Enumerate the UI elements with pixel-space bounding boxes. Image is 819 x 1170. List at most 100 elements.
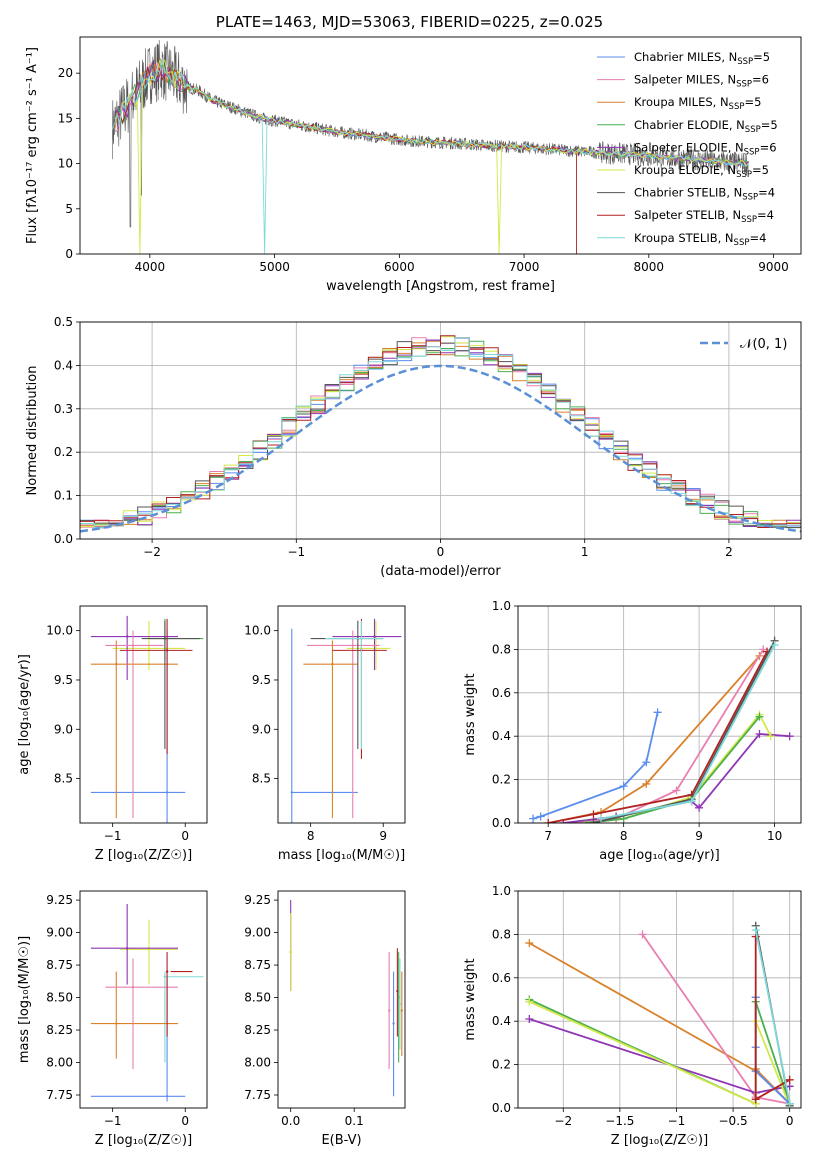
y-tick-label: 15	[58, 111, 73, 125]
x-tick-label: 2	[725, 545, 733, 559]
y-tick-label: 9.0	[252, 722, 271, 736]
axes-frame	[79, 605, 208, 824]
y-tick-label: 1.0	[492, 599, 511, 613]
weight-series-line	[563, 733, 790, 823]
legend-label: Salpeter MILES, NSSP=6	[634, 73, 769, 90]
y-tick-label: 0.4	[54, 358, 73, 372]
data-point	[397, 996, 400, 999]
y-tick-label: 8.5	[252, 772, 271, 786]
weight-marker	[589, 810, 598, 819]
data-point	[396, 989, 399, 993]
spectrum-model-line	[114, 58, 749, 254]
weight-series-line	[528, 942, 791, 1105]
weight-marker	[589, 819, 598, 823]
legend-label: Salpeter STELIB, NSSP=4	[634, 208, 774, 225]
panel-mass-weight-vs-Z: −2 −1.5 −1 −0.5 0 0.0 0.2 0.4 0.6 0.8 1.0 Z [log₁₀(…	[463, 884, 802, 1148]
weight-marker	[529, 814, 538, 823]
weight-marker	[642, 758, 651, 767]
y-tick-label: 0.3	[54, 402, 73, 416]
weight-marker	[642, 779, 651, 788]
data-point	[115, 1022, 118, 1025]
y-tick-label: 10.0	[244, 624, 271, 638]
x-tick-label: 10	[767, 829, 782, 843]
y-tick-label: 9.25	[46, 893, 73, 907]
x-tick-label: 6000	[384, 260, 415, 274]
axes-frame	[277, 890, 406, 1109]
panel-age-vs-Z: −1 0 8.5 9.0 9.5 10.0 Z [log₁₀(Z/Z☉)] age [log₁…	[17, 605, 208, 863]
weight-marker	[525, 997, 534, 1006]
y-tick-label: 9.00	[46, 926, 73, 940]
plot-area	[90, 615, 204, 823]
weight-marker	[785, 1099, 794, 1108]
legend-label: Chabrier STELIB, NSSP=4	[634, 186, 775, 203]
y-tick-label: 0.2	[54, 445, 73, 459]
weight-marker	[695, 803, 704, 812]
y-tick-label: 1.0	[492, 884, 511, 898]
panel-residuals: −2 −1 0 1 2 0.0 0.1 0.2 0.3 0.4 0.5 (data-model)/er…	[25, 315, 802, 579]
weight-marker	[785, 732, 794, 741]
weight-series-line	[548, 655, 761, 823]
weight-series-line	[754, 929, 791, 1104]
weight-marker	[751, 1095, 760, 1104]
weight-marker	[619, 782, 628, 791]
x-tick-label: 8000	[634, 260, 665, 274]
data-point	[165, 649, 169, 652]
y-tick-label: 0.0	[492, 1101, 511, 1115]
x-tick-label: 7000	[509, 260, 540, 274]
y-tick-label: 7.75	[244, 1088, 271, 1102]
axes-frame	[517, 890, 802, 1109]
y-tick-label: 8.50	[244, 991, 271, 1005]
x-tick-label: −2	[554, 1114, 572, 1128]
data-point	[165, 791, 169, 794]
x-tick-label: 9000	[758, 260, 789, 274]
y-tick-label: 10.0	[46, 624, 73, 638]
data-point	[290, 791, 293, 794]
plot-area	[90, 903, 204, 1102]
data-point	[165, 970, 169, 973]
x-tick-label: 1	[581, 545, 589, 559]
y-tick-label: 10	[58, 157, 73, 171]
x-axis-label: Z [log₁₀(Z/Z☉)]	[95, 848, 192, 863]
weight-series-line	[529, 1018, 790, 1094]
y-tick-label: 9.0	[54, 722, 73, 736]
data-point	[392, 1022, 395, 1025]
weight-marker	[525, 939, 534, 948]
data-point	[115, 662, 118, 666]
x-tick-label: 7	[544, 829, 552, 843]
x-axis-label: mass [log₁₀(M/M☉)]	[278, 848, 405, 863]
legend-label: Chabrier ELODIE, NSSP=5	[634, 118, 778, 135]
x-tick-label: 0.0	[281, 1114, 300, 1128]
data-point	[125, 635, 129, 638]
y-tick-label: 8.00	[244, 1056, 271, 1070]
x-axis-label: Z [log₁₀(Z/Z☉)]	[95, 1133, 192, 1148]
x-tick-label: 8	[307, 829, 315, 843]
x-tick-label: 9	[695, 829, 703, 843]
x-tick-label: −1.5	[605, 1114, 634, 1128]
panel-mass-weight-vs-age: 7 8 9 10 0.0 0.2 0.4 0.6 0.8 1.0 age [log₁₀(age/yr…	[463, 599, 802, 863]
y-axis-label: mass weight	[463, 958, 478, 1040]
y-tick-label: 0.0	[54, 532, 73, 546]
weight-marker	[751, 926, 760, 935]
y-tick-label: 7.75	[46, 1088, 73, 1102]
weight-marker	[755, 730, 764, 739]
y-tick-label: 0.4	[492, 729, 511, 743]
y-tick-label: 0.6	[492, 971, 511, 985]
data-point	[147, 948, 151, 951]
y-tick-label: 0.1	[54, 489, 73, 503]
x-tick-label: 9	[379, 829, 387, 843]
x-tick-label: 0	[181, 829, 189, 843]
legend-label: Chabrier MILES, NSSP=5	[634, 50, 770, 67]
axes-frame	[79, 36, 802, 255]
data-point	[331, 662, 334, 666]
data-point	[373, 635, 376, 638]
data-point	[147, 647, 151, 650]
plot-area	[290, 618, 402, 823]
axes-frame	[517, 605, 802, 824]
data-point	[165, 1095, 169, 1098]
legend-label: Kroupa ELODIE, NSSP=5	[634, 163, 769, 180]
y-tick-label: 8.25	[244, 1023, 271, 1037]
y-tick-label: 0.2	[492, 773, 511, 787]
y-tick-label: 9.25	[244, 893, 271, 907]
y-tick-label: 0.4	[492, 1014, 511, 1028]
histogram-series	[80, 335, 801, 528]
